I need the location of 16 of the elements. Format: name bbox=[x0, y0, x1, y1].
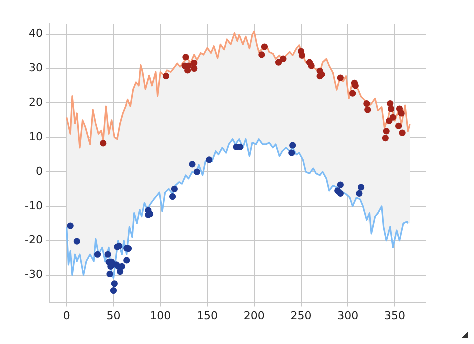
x-tick-label: 0 bbox=[63, 309, 70, 322]
y-tick-label: -20 bbox=[25, 234, 43, 247]
x-tick-label: 100 bbox=[150, 309, 172, 322]
y-tick-label: 10 bbox=[28, 130, 43, 144]
x-tick-label: 250 bbox=[290, 309, 312, 322]
y-tick-label: 30 bbox=[28, 62, 43, 75]
y-tick-label: 20 bbox=[28, 96, 43, 110]
y-tick-label: 0 bbox=[36, 164, 43, 178]
y-tick-label: 40 bbox=[28, 27, 43, 40]
y-tick-label: -10 bbox=[25, 199, 43, 212]
x-tick-label: 50 bbox=[106, 309, 121, 322]
x-tick-label: 200 bbox=[244, 309, 265, 322]
x-tick-label: 300 bbox=[338, 309, 359, 322]
x-tick-label: 350 bbox=[384, 309, 406, 322]
y-tick-label: -30 bbox=[25, 268, 43, 282]
x-tick-label: 150 bbox=[197, 309, 218, 322]
